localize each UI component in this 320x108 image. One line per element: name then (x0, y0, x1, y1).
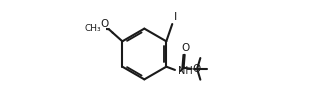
Text: O: O (182, 43, 190, 53)
Text: I: I (174, 12, 178, 22)
Text: CH₃: CH₃ (84, 24, 101, 33)
Text: O: O (193, 64, 201, 74)
Text: O: O (100, 19, 108, 29)
Text: NH: NH (178, 66, 192, 76)
